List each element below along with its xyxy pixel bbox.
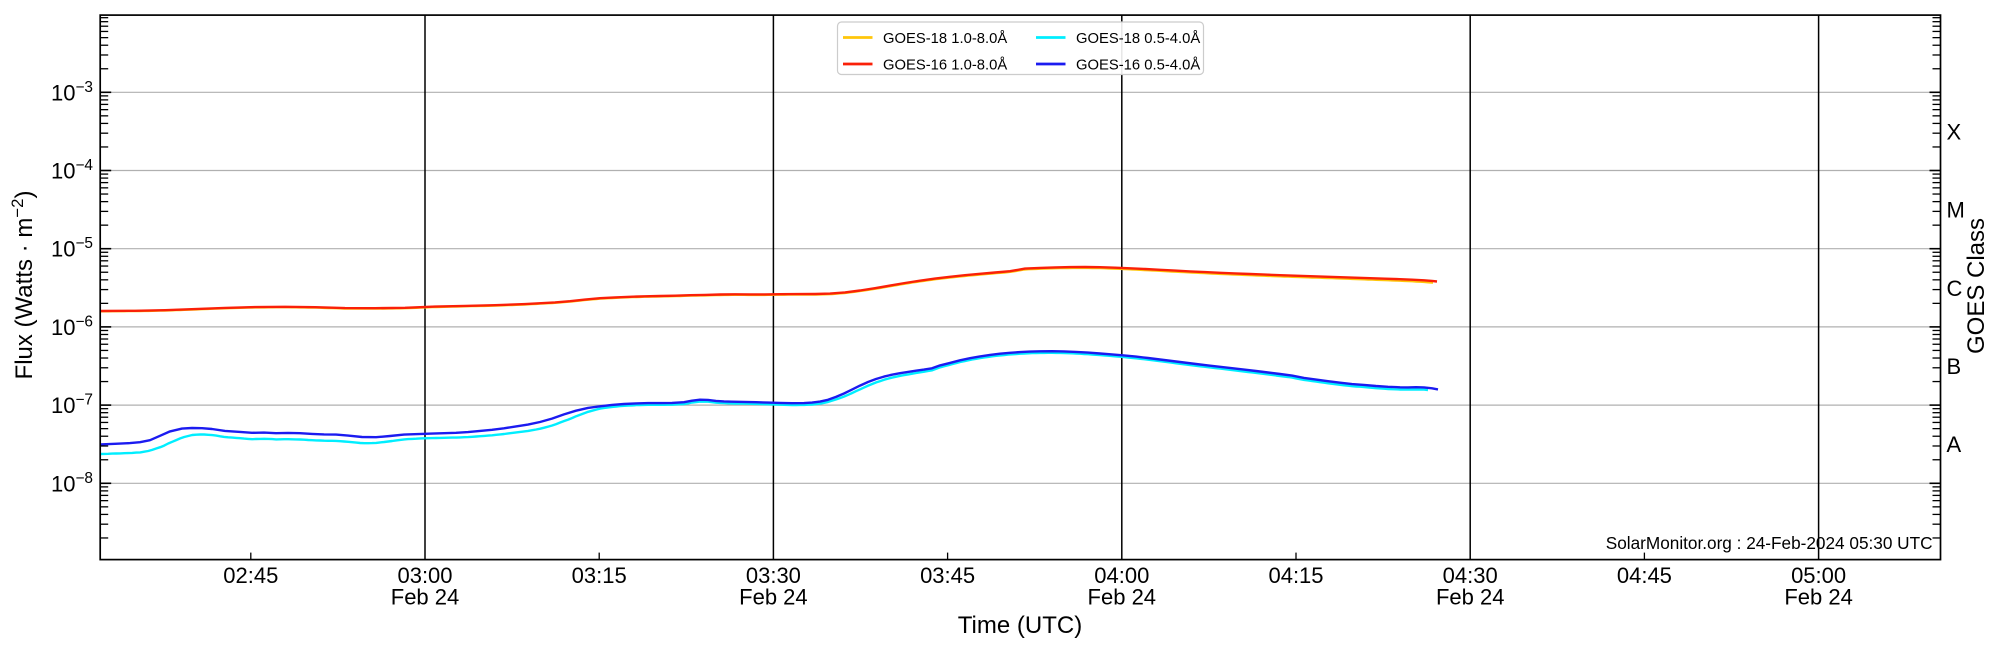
- svg-text:Feb 24: Feb 24: [739, 585, 808, 610]
- svg-text:Feb 24: Feb 24: [1784, 585, 1853, 610]
- svg-text:GOES-18 1.0-8.0Å: GOES-18 1.0-8.0Å: [883, 30, 1007, 47]
- svg-text:GOES-16 1.0-8.0Å: GOES-16 1.0-8.0Å: [883, 57, 1007, 74]
- svg-text:03:00: 03:00: [397, 563, 452, 588]
- svg-text:10−7: 10−7: [51, 392, 93, 419]
- svg-text:GOES-18 0.5-4.0Å: GOES-18 0.5-4.0Å: [1076, 30, 1200, 47]
- svg-text:A: A: [1947, 432, 1962, 457]
- svg-text:04:30: 04:30: [1443, 563, 1498, 588]
- svg-text:B: B: [1947, 354, 1962, 379]
- svg-text:Feb 24: Feb 24: [391, 585, 460, 610]
- svg-text:SolarMonitor.org : 24-Feb-2024: SolarMonitor.org : 24-Feb-2024 05:30 UTC: [1606, 533, 1933, 553]
- svg-text:03:15: 03:15: [572, 563, 627, 588]
- svg-text:10−5: 10−5: [51, 235, 93, 262]
- svg-text:03:45: 03:45: [920, 563, 975, 588]
- svg-text:GOES Class: GOES Class: [1963, 218, 1990, 354]
- svg-text:04:45: 04:45: [1617, 563, 1672, 588]
- svg-text:M: M: [1947, 198, 1965, 223]
- svg-text:05:00: 05:00: [1791, 563, 1846, 588]
- svg-text:Feb 24: Feb 24: [1436, 585, 1505, 610]
- svg-text:04:15: 04:15: [1268, 563, 1323, 588]
- svg-text:02:45: 02:45: [223, 563, 278, 588]
- svg-text:Flux (Watts · m−2): Flux (Watts · m−2): [8, 191, 38, 380]
- svg-text:GOES-16 0.5-4.0Å: GOES-16 0.5-4.0Å: [1076, 57, 1200, 74]
- svg-text:X: X: [1947, 119, 1962, 144]
- svg-text:04:00: 04:00: [1094, 563, 1149, 588]
- svg-text:Time (UTC): Time (UTC): [958, 612, 1082, 639]
- svg-text:Feb 24: Feb 24: [1088, 585, 1157, 610]
- svg-text:C: C: [1947, 276, 1963, 301]
- svg-text:03:30: 03:30: [746, 563, 801, 588]
